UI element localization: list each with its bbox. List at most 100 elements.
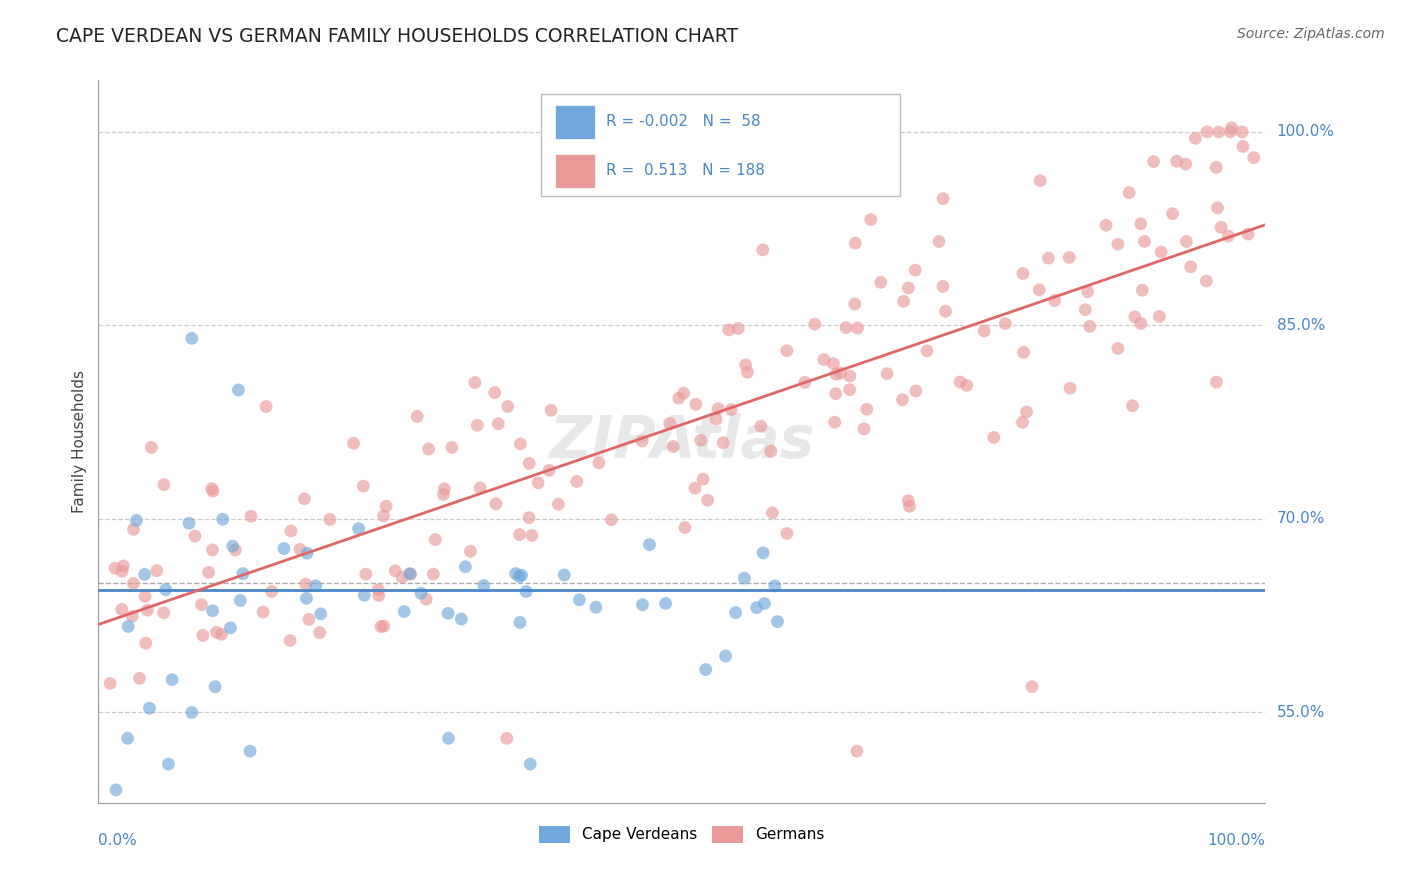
Point xyxy=(1043,293,1066,308)
Point xyxy=(288,542,311,557)
Point xyxy=(122,522,145,536)
Point xyxy=(1230,125,1253,139)
Point xyxy=(585,600,607,615)
Point xyxy=(1166,154,1188,169)
Point xyxy=(749,419,772,434)
Point xyxy=(509,527,531,541)
Point xyxy=(111,602,134,616)
Point xyxy=(111,564,134,578)
Point xyxy=(824,415,846,429)
Point xyxy=(527,475,550,490)
Point xyxy=(983,430,1005,444)
Point xyxy=(662,440,685,454)
Point xyxy=(190,598,212,612)
Point xyxy=(696,493,718,508)
Point xyxy=(305,579,328,593)
Point xyxy=(689,434,711,448)
Point xyxy=(672,386,695,401)
Point xyxy=(229,593,252,607)
Point xyxy=(904,384,927,398)
Point xyxy=(464,376,486,390)
Text: 70.0%: 70.0% xyxy=(1277,511,1324,526)
Point xyxy=(472,578,495,592)
Point xyxy=(197,566,219,580)
Text: Source: ZipAtlas.com: Source: ZipAtlas.com xyxy=(1237,27,1385,41)
Point xyxy=(869,276,891,290)
Point xyxy=(761,506,783,520)
Point xyxy=(673,520,696,534)
Point xyxy=(1142,154,1164,169)
Point xyxy=(384,564,406,578)
Y-axis label: Family Households: Family Households xyxy=(72,370,87,513)
Point xyxy=(454,559,477,574)
Point xyxy=(813,352,835,367)
Point xyxy=(309,607,332,621)
Point xyxy=(437,731,460,746)
Point xyxy=(638,538,661,552)
Point xyxy=(509,437,531,451)
Point xyxy=(720,402,742,417)
Point xyxy=(695,663,717,677)
Point xyxy=(1237,227,1260,241)
Point xyxy=(654,596,676,610)
Point xyxy=(846,321,869,335)
Point xyxy=(342,436,364,450)
Point xyxy=(1184,131,1206,145)
Point xyxy=(692,472,714,486)
Point xyxy=(1077,285,1099,299)
Point xyxy=(1208,125,1230,139)
Point xyxy=(1029,173,1052,187)
Point xyxy=(1118,186,1140,200)
Point xyxy=(515,584,537,599)
Point xyxy=(1095,218,1118,232)
Point xyxy=(1133,235,1156,249)
Point xyxy=(399,566,422,581)
Point xyxy=(273,541,295,556)
Point xyxy=(823,357,845,371)
Point xyxy=(308,625,330,640)
Point xyxy=(134,567,156,582)
Text: 100.0%: 100.0% xyxy=(1208,833,1265,848)
Point xyxy=(825,368,848,382)
Point xyxy=(204,680,226,694)
Point xyxy=(370,619,392,633)
Point xyxy=(496,731,519,746)
Point xyxy=(201,604,224,618)
Point xyxy=(631,434,654,448)
Point xyxy=(1123,310,1146,324)
Point xyxy=(146,564,169,578)
Point xyxy=(425,533,447,547)
Point xyxy=(440,441,463,455)
Point xyxy=(763,579,786,593)
Legend: Cape Verdeans, Germans: Cape Verdeans, Germans xyxy=(533,820,831,849)
Point xyxy=(588,456,610,470)
Point xyxy=(373,619,395,633)
Point xyxy=(205,625,228,640)
Point xyxy=(1150,245,1173,260)
Point xyxy=(373,508,395,523)
Point xyxy=(932,192,955,206)
Point xyxy=(460,544,482,558)
Point xyxy=(824,386,846,401)
Point xyxy=(1074,302,1097,317)
Point xyxy=(121,609,143,624)
Point xyxy=(1149,310,1171,324)
Point xyxy=(211,512,233,526)
Point xyxy=(734,358,756,372)
Point xyxy=(839,369,862,384)
Point xyxy=(201,542,224,557)
Point xyxy=(727,321,749,335)
Point xyxy=(104,783,127,797)
Point xyxy=(704,412,727,426)
Point xyxy=(1121,399,1143,413)
Point xyxy=(510,568,533,582)
Point xyxy=(422,567,444,582)
Point xyxy=(711,435,734,450)
Point xyxy=(295,546,318,560)
Point xyxy=(745,600,768,615)
Point xyxy=(104,561,127,575)
Point xyxy=(367,582,389,597)
Point xyxy=(1012,267,1035,281)
Point xyxy=(1174,157,1197,171)
Point xyxy=(898,500,921,514)
